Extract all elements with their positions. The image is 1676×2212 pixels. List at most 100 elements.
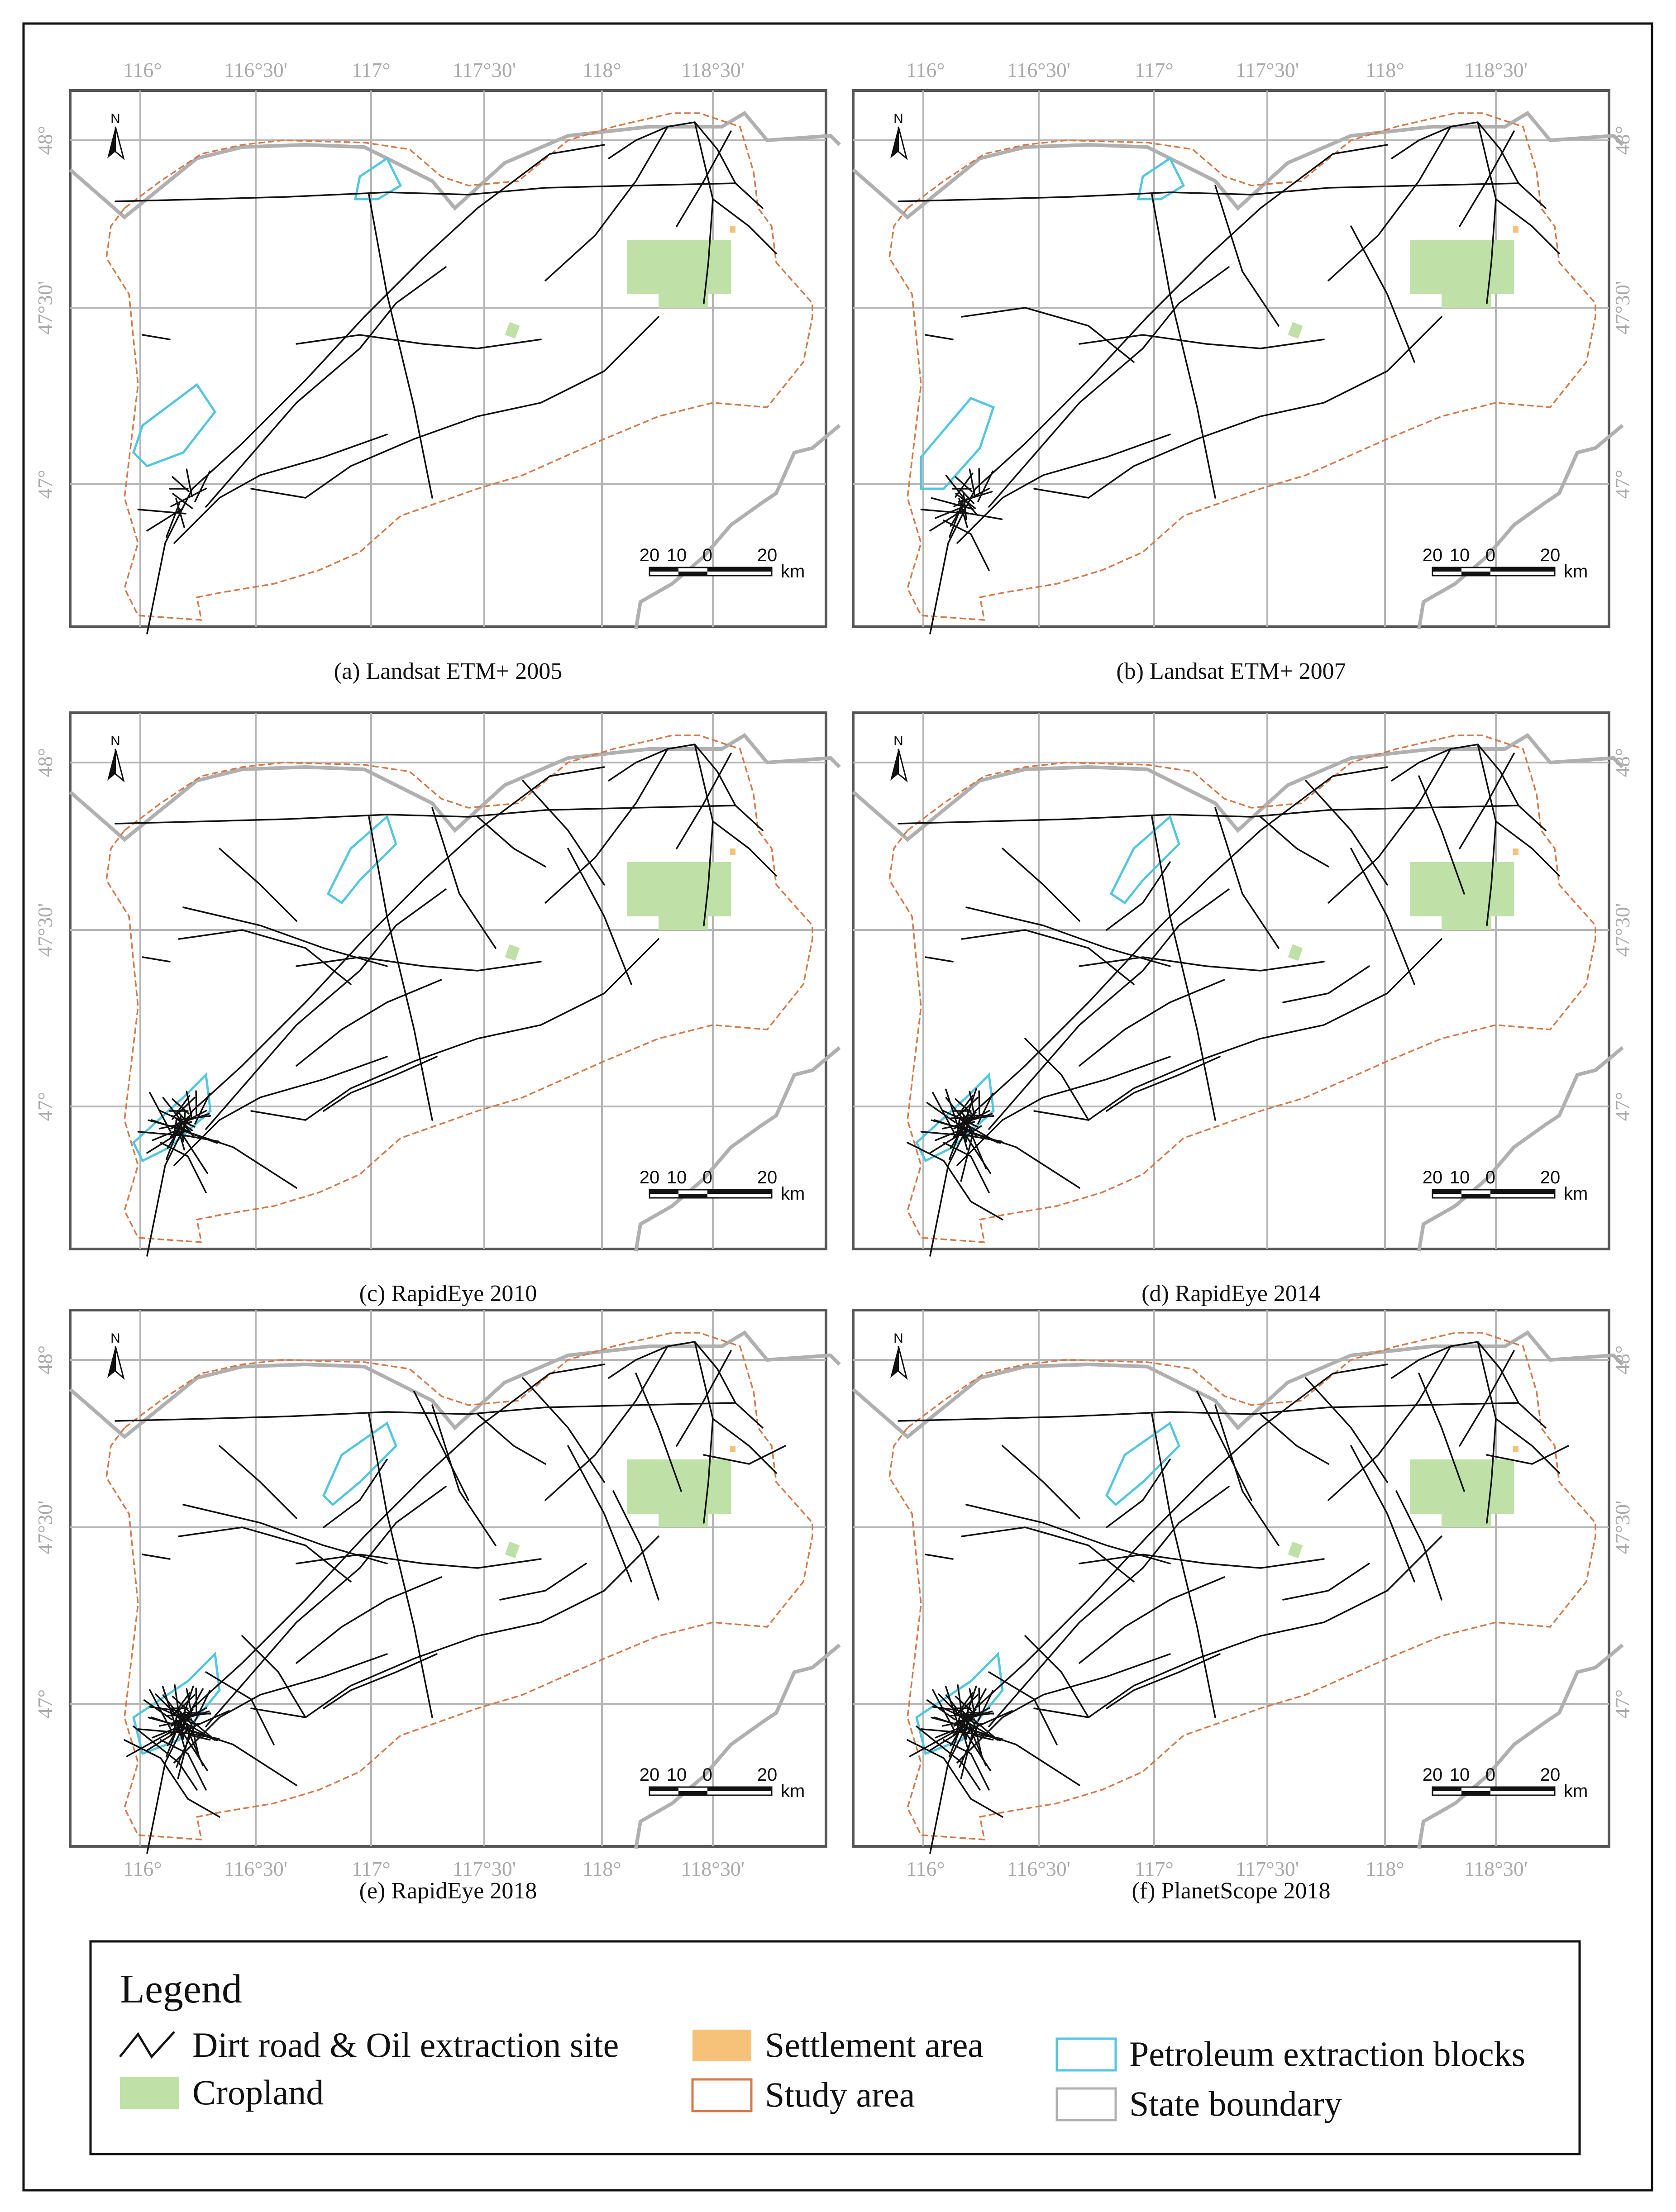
extraction-site — [173, 1117, 178, 1138]
extraction-site — [977, 1690, 994, 1722]
scale-label: 20 — [1423, 1168, 1443, 1187]
latitude-label: 47°30' — [1611, 903, 1634, 957]
extraction-site — [957, 1684, 964, 1721]
north-arrow-icon: N — [107, 1331, 125, 1380]
extraction-site — [960, 1134, 974, 1182]
extraction-site — [185, 1710, 230, 1731]
extraction-site — [959, 1726, 978, 1768]
caption-d: (d) RapidEye 2014 — [1141, 1281, 1321, 1306]
dirt-road — [142, 334, 171, 340]
scale-label: 0 — [1485, 1765, 1495, 1785]
extraction-site — [960, 1685, 977, 1731]
dirt-road — [1151, 194, 1216, 499]
dirt-road — [219, 848, 297, 922]
extraction-site — [137, 1131, 186, 1137]
dirt-road — [250, 1535, 659, 1718]
latitude-label: 48° — [1611, 1345, 1634, 1374]
panel-frame — [852, 89, 1610, 628]
scale-label: 20 — [1540, 1168, 1561, 1187]
extraction-site — [188, 1734, 211, 1741]
latitude-label: 47°30' — [33, 1501, 57, 1554]
extraction-site — [194, 1092, 211, 1125]
extraction-site — [165, 503, 180, 538]
scale-label: 0 — [702, 1765, 712, 1785]
petroleum-block — [322, 1421, 397, 1506]
dirt-road — [676, 130, 732, 227]
scale-label: 0 — [1485, 1168, 1495, 1187]
latitude-label: 47° — [33, 1689, 57, 1718]
dirt-road — [178, 929, 352, 985]
extraction-site — [149, 1706, 174, 1711]
legend-label-road: Dirt road & Oil extraction site — [192, 2025, 619, 2064]
dirt-road — [1327, 126, 1452, 281]
dirt-road — [694, 121, 714, 304]
dirt-road — [173, 434, 388, 544]
dirt-road — [368, 194, 433, 499]
dirt-road — [296, 956, 542, 972]
latitude-label: 48° — [1611, 748, 1634, 777]
dirt-road — [1495, 198, 1560, 254]
longitude-label: 116°30' — [1007, 58, 1070, 81]
extraction-site — [181, 1731, 208, 1772]
dirt-road — [676, 753, 732, 849]
extraction-site — [977, 470, 994, 502]
north-arrow-icon: N — [890, 734, 908, 783]
dirt-road — [612, 1490, 659, 1601]
dirt-road — [1305, 1377, 1388, 1483]
extraction-site — [969, 468, 976, 497]
extraction-site — [926, 1699, 956, 1721]
extraction-site — [932, 1706, 957, 1711]
dirt-road — [988, 888, 1230, 1130]
petroleum-block — [1105, 1421, 1180, 1506]
legend-label-cropland: Cropland — [192, 2073, 324, 2112]
legend-symbol-state — [1055, 2087, 1117, 2121]
legend-label-study: Study area — [765, 2075, 915, 2114]
latitude-label: 47°30' — [33, 903, 57, 957]
dirt-road — [1033, 1535, 1442, 1718]
longitude-label: 118° — [583, 58, 621, 81]
extraction-site — [945, 1088, 959, 1128]
scale-label: 10 — [1450, 1765, 1470, 1785]
panel-frame — [852, 711, 1610, 1250]
scale-label: 20 — [757, 545, 778, 565]
longitude-label: 117°30' — [1236, 58, 1299, 81]
scale-label: 20 — [757, 1168, 778, 1187]
dirt-road — [115, 805, 736, 825]
caption-e: (e) RapidEye 2018 — [359, 1878, 537, 1904]
extraction-site — [932, 1689, 955, 1730]
extraction-site — [187, 1716, 213, 1739]
north-label: N — [110, 1331, 120, 1346]
dirt-road — [323, 1056, 438, 1112]
legend-symbol-study — [691, 2078, 753, 2112]
latitude-label: 47° — [1611, 1689, 1634, 1718]
extraction-site — [126, 1731, 171, 1757]
extraction-site — [959, 1694, 979, 1713]
scale-unit: km — [781, 562, 805, 582]
latitude-label: 47°30' — [1611, 1501, 1634, 1554]
legend-label-state: State boundary — [1129, 2084, 1342, 2123]
extraction-site — [950, 498, 968, 527]
dirt-road — [1350, 848, 1415, 985]
dirt-road — [567, 848, 632, 985]
dirt-road — [898, 805, 1519, 825]
scale-label: 20 — [640, 1765, 660, 1785]
dirt-road — [988, 1486, 1230, 1727]
dirt-road — [160, 1739, 207, 1791]
dirt-road — [1079, 1576, 1225, 1664]
dirt-road — [712, 1418, 777, 1474]
legend-label-blocks: Petroleum extraction blocks — [1129, 2034, 1525, 2074]
dirt-road — [323, 1459, 388, 1528]
dirt-road — [567, 1445, 632, 1583]
extraction-site — [181, 1133, 208, 1174]
extraction-site — [938, 1693, 960, 1716]
dirt-road — [907, 1739, 1003, 1818]
longitude-label: 116°30' — [224, 58, 287, 81]
dirt-road — [142, 956, 171, 963]
latitude-label: 47° — [1611, 1092, 1634, 1121]
dirt-road — [1260, 816, 1329, 868]
